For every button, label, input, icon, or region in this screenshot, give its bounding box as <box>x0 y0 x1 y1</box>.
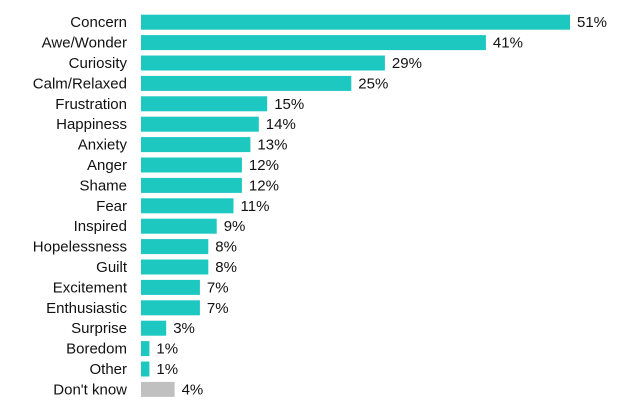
category-label-3: Calm/Relaxed <box>33 75 127 92</box>
category-labels-group: Concern Awe/Wonder Curiosity Calm/Relaxed Fr… <box>33 14 128 398</box>
category-label-7: Anger <box>87 157 127 174</box>
data-label-11: 8% <box>215 239 237 256</box>
bar-9 <box>141 198 234 214</box>
category-label-11: Hopelessness <box>33 239 127 256</box>
data-label-5: 14% <box>266 116 296 133</box>
data-label-16: 1% <box>156 341 178 358</box>
bar-10 <box>141 218 217 234</box>
bar-0 <box>141 14 570 30</box>
data-label-4: 15% <box>274 96 304 113</box>
bar-3 <box>141 75 352 91</box>
category-label-4: Frustration <box>55 96 127 113</box>
category-label-0: Concern <box>70 14 127 31</box>
category-label-9: Fear <box>96 198 127 215</box>
category-label-17: Other <box>89 361 127 378</box>
bar-4 <box>141 96 268 112</box>
category-label-10: Inspired <box>74 218 127 235</box>
bar-5 <box>141 116 259 132</box>
bars-group <box>141 14 570 397</box>
bar-13 <box>141 279 200 295</box>
category-label-5: Happiness <box>56 116 127 133</box>
data-label-0: 51% <box>577 14 607 31</box>
category-label-18: Don't know <box>53 381 127 398</box>
data-label-13: 7% <box>207 279 229 296</box>
category-label-14: Enthusiastic <box>46 300 127 317</box>
bar-12 <box>141 259 209 275</box>
bar-17 <box>141 361 150 377</box>
data-label-2: 29% <box>392 55 422 72</box>
bar-14 <box>141 300 200 316</box>
bar-1 <box>141 35 486 51</box>
data-label-12: 8% <box>215 259 237 276</box>
data-label-9: 11% <box>241 198 270 215</box>
category-label-13: Excitement <box>53 279 128 296</box>
category-label-12: Guilt <box>96 259 128 276</box>
category-label-15: Surprise <box>71 320 127 337</box>
bar-11 <box>141 239 209 255</box>
data-label-18: 4% <box>182 381 204 398</box>
data-label-8: 12% <box>249 177 279 194</box>
category-label-6: Anxiety <box>78 137 128 154</box>
data-label-10: 9% <box>224 218 246 235</box>
bar-6 <box>141 137 251 153</box>
data-label-15: 3% <box>173 320 195 337</box>
data-label-6: 13% <box>257 137 287 154</box>
category-label-2: Curiosity <box>69 55 128 72</box>
category-label-1: Awe/Wonder <box>42 35 127 52</box>
data-label-17: 1% <box>156 361 178 378</box>
data-label-14: 7% <box>207 300 229 317</box>
category-label-16: Boredom <box>66 341 127 358</box>
bar-16 <box>141 341 150 357</box>
bar-18 <box>141 381 175 397</box>
data-label-3: 25% <box>358 75 388 92</box>
data-labels-group: 51% 41% 29%25% 15% 14% 13% 12% 12% 11% 9% 8% 8% 7% 7%… <box>156 14 607 398</box>
bar-2 <box>141 55 385 71</box>
bar-8 <box>141 177 242 193</box>
bar-7 <box>141 157 242 173</box>
bar-15 <box>141 320 167 336</box>
data-label-7: 12% <box>249 157 279 174</box>
category-label-8: Shame <box>79 177 127 194</box>
data-label-1: 41% <box>493 35 523 52</box>
